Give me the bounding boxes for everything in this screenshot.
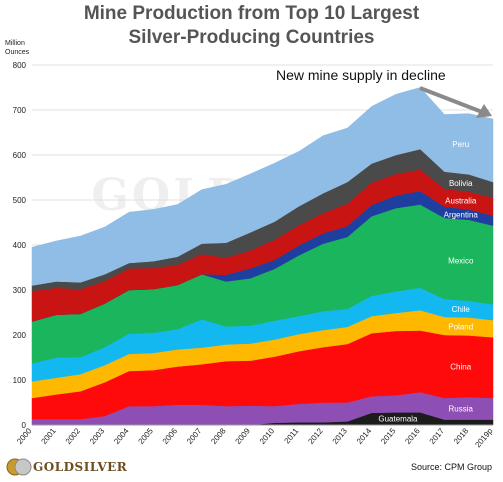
series-label-guatemala: Guatemala (378, 415, 418, 424)
x-tick-label: 2002 (64, 426, 83, 446)
y-tick-label: 400 (13, 241, 27, 250)
series-label-mexico: Mexico (448, 256, 474, 265)
x-tick-label: 2007 (185, 426, 204, 446)
series-label-peru: Peru (452, 140, 469, 149)
y-axis-label-line-1: Million (5, 40, 25, 47)
y-tick-label: 200 (13, 331, 27, 340)
area-layer (31, 87, 494, 426)
area-peru (31, 87, 494, 286)
x-tick-label: 2016 (403, 426, 422, 446)
x-tick-label: 2006 (161, 426, 180, 446)
chart-title-line-1: Mine Production from Top 10 Largest (83, 3, 420, 24)
goldsilver-logo: GOLDSILVER (33, 460, 128, 474)
series-labels: Guatemala Russia China Poland Chile Mexico Arg… (378, 140, 478, 424)
y-tick-label: 0 (22, 421, 27, 430)
x-tick-label: 2010 (258, 426, 277, 446)
x-tick-label: 2012 (306, 426, 325, 446)
series-label-argentina: Argentina (444, 211, 479, 220)
y-tick-label: 300 (13, 286, 27, 295)
goldsilver-coin-icon (6, 458, 32, 476)
series-label-china: China (450, 362, 471, 371)
source-note: Source: CPM Group (411, 462, 493, 472)
x-tick-label: 2000 (15, 426, 34, 446)
annotation-text: New mine supply in decline (276, 67, 446, 83)
y-tick-label: 800 (13, 61, 27, 70)
annotation-arrow (419, 86, 492, 118)
x-tick-label: 2014 (355, 426, 374, 446)
y-axis-label-line-2: Ounces (5, 49, 30, 56)
y-tick-label: 700 (13, 106, 27, 115)
y-tick-label: 500 (13, 196, 27, 205)
x-tick-label: 2011 (282, 426, 300, 445)
series-label-chile: Chile (452, 305, 471, 314)
x-tick-label: 2003 (88, 426, 107, 446)
series-label-poland: Poland (448, 322, 473, 331)
y-tick-label: 100 (13, 376, 27, 385)
x-tick-label: 2001 (39, 426, 58, 446)
x-tick-label: 2005 (137, 426, 156, 446)
x-tick-label: 2004 (112, 426, 131, 446)
x-tick-label: 2009 (234, 426, 253, 446)
series-label-bolivia: Bolivia (449, 179, 473, 188)
series-label-australia: Australia (445, 196, 477, 205)
chart-title-line-2: Silver-Producing Countries (128, 27, 375, 48)
x-tick-label: 2008 (209, 426, 228, 446)
chart-title: Mine Production from Top 10 Largest Silv… (0, 2, 503, 50)
x-tick-label: 2013 (331, 426, 350, 446)
x-tick-label: 2018 (452, 426, 471, 446)
x-tick-label: 2017 (428, 426, 447, 446)
x-tick-label: 2015 (379, 426, 398, 446)
x-tick-label: 2019p (473, 426, 495, 449)
series-label-russia: Russia (449, 404, 474, 413)
y-tick-label: 600 (13, 151, 27, 160)
